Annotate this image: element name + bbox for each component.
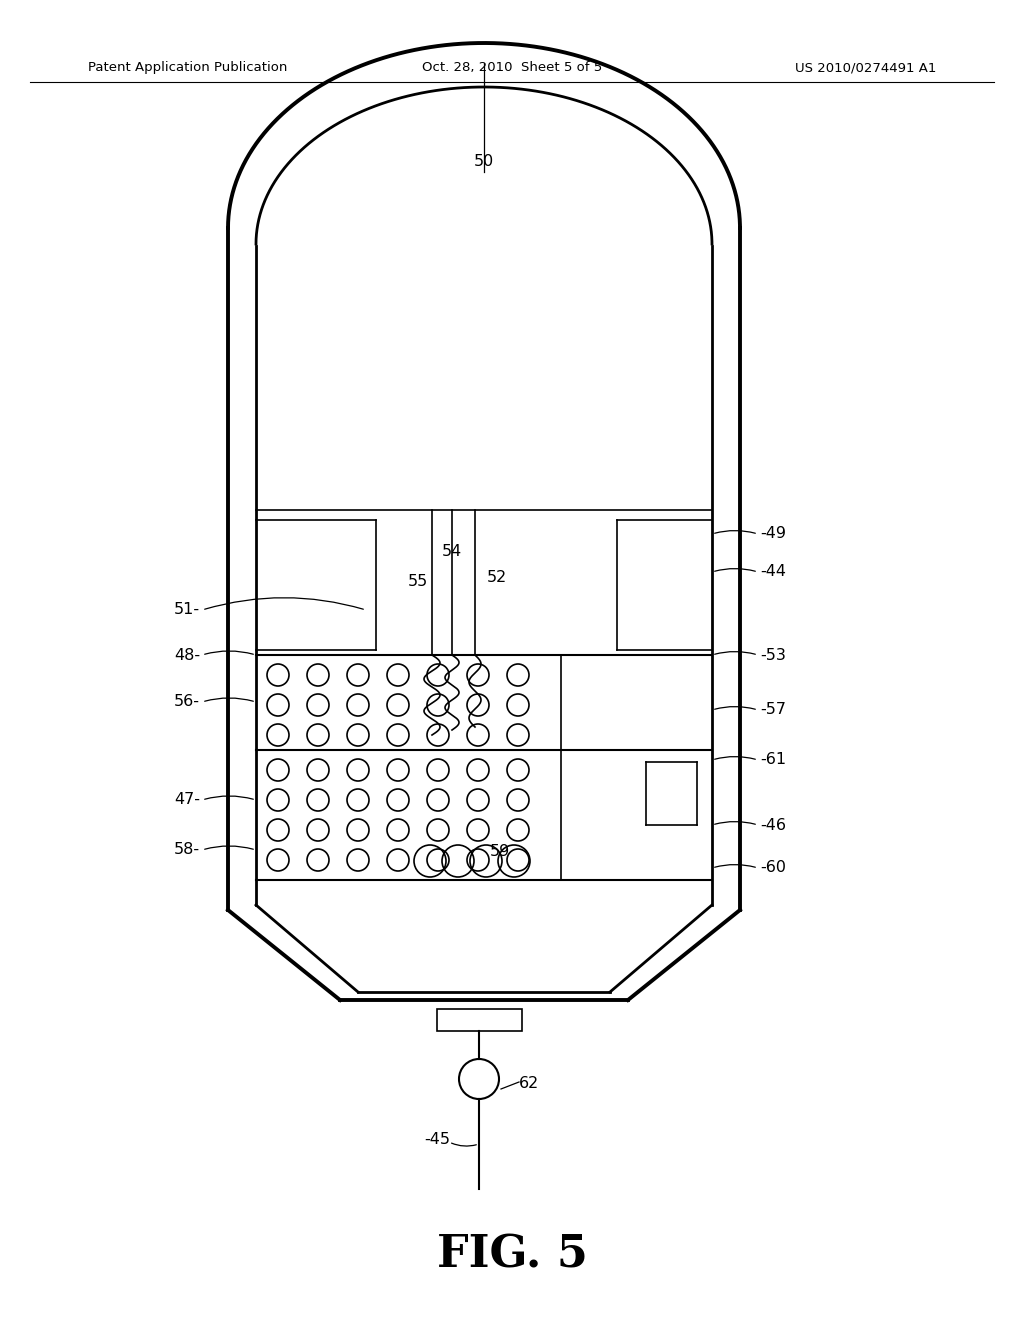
Text: -45: -45 <box>424 1131 450 1147</box>
Text: 52: 52 <box>486 570 507 586</box>
Text: 62: 62 <box>519 1077 540 1092</box>
Text: -49: -49 <box>760 527 786 541</box>
Text: 59: 59 <box>489 845 510 859</box>
Text: 55: 55 <box>408 574 428 590</box>
Text: 47-: 47- <box>174 792 200 808</box>
Text: Patent Application Publication: Patent Application Publication <box>88 62 288 74</box>
Text: -44: -44 <box>760 565 786 579</box>
Text: 54: 54 <box>442 544 462 560</box>
Text: -46: -46 <box>760 817 786 833</box>
Text: -60: -60 <box>760 861 786 875</box>
Bar <box>436 1008 521 1031</box>
Text: -57: -57 <box>760 702 786 718</box>
Text: 50: 50 <box>474 154 495 169</box>
Text: FIG. 5: FIG. 5 <box>436 1233 588 1276</box>
Text: 48-: 48- <box>174 648 200 663</box>
Text: 58-: 58- <box>174 842 200 858</box>
Text: 51-: 51- <box>174 602 200 618</box>
Text: Oct. 28, 2010  Sheet 5 of 5: Oct. 28, 2010 Sheet 5 of 5 <box>422 62 602 74</box>
Text: US 2010/0274491 A1: US 2010/0274491 A1 <box>795 62 936 74</box>
Text: 56-: 56- <box>174 694 200 710</box>
Text: -61: -61 <box>760 752 786 767</box>
Text: -53: -53 <box>760 648 785 663</box>
